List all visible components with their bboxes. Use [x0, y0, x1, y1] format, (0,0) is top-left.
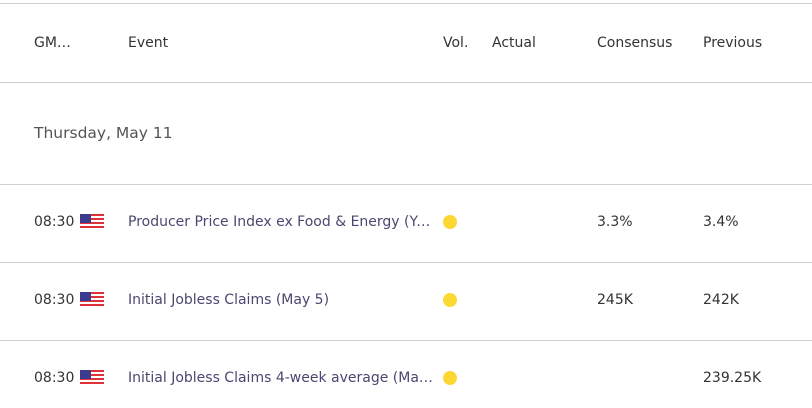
- consensus-value: 3.3%: [597, 214, 633, 230]
- col-previous[interactable]: Previous: [703, 35, 763, 51]
- volatility-dot-icon: [443, 371, 457, 385]
- col-actual[interactable]: Actual: [492, 35, 536, 51]
- event-name[interactable]: Producer Price Index ex Food & Energy (Y…: [128, 214, 438, 230]
- event-name[interactable]: Initial Jobless Claims 4-week average (M…: [128, 370, 438, 386]
- divider: [0, 82, 812, 83]
- previous-value: 242K: [703, 292, 739, 308]
- date-heading: Thursday, May 11: [34, 124, 173, 142]
- top-border: [0, 3, 812, 4]
- volatility-dot-icon: [443, 293, 457, 307]
- col-vol[interactable]: Vol.: [443, 35, 469, 51]
- col-event[interactable]: Event: [128, 35, 169, 51]
- event-time: 08:30: [34, 370, 75, 386]
- event-name[interactable]: Initial Jobless Claims (May 5): [128, 292, 330, 308]
- previous-value: 3.4%: [703, 214, 739, 230]
- divider: [0, 340, 812, 341]
- event-time: 08:30: [34, 214, 75, 230]
- divider: [0, 262, 812, 263]
- consensus-value: 245K: [597, 292, 633, 308]
- previous-value: 239.25K: [703, 370, 762, 386]
- us-flag-icon: [80, 214, 104, 230]
- us-flag-icon: [80, 292, 104, 308]
- event-time: 08:30: [34, 292, 75, 308]
- us-flag-icon: [80, 370, 104, 386]
- col-gmt[interactable]: GM…: [34, 35, 71, 51]
- divider: [0, 184, 812, 185]
- col-consensus[interactable]: Consensus: [597, 35, 673, 51]
- volatility-dot-icon: [443, 215, 457, 229]
